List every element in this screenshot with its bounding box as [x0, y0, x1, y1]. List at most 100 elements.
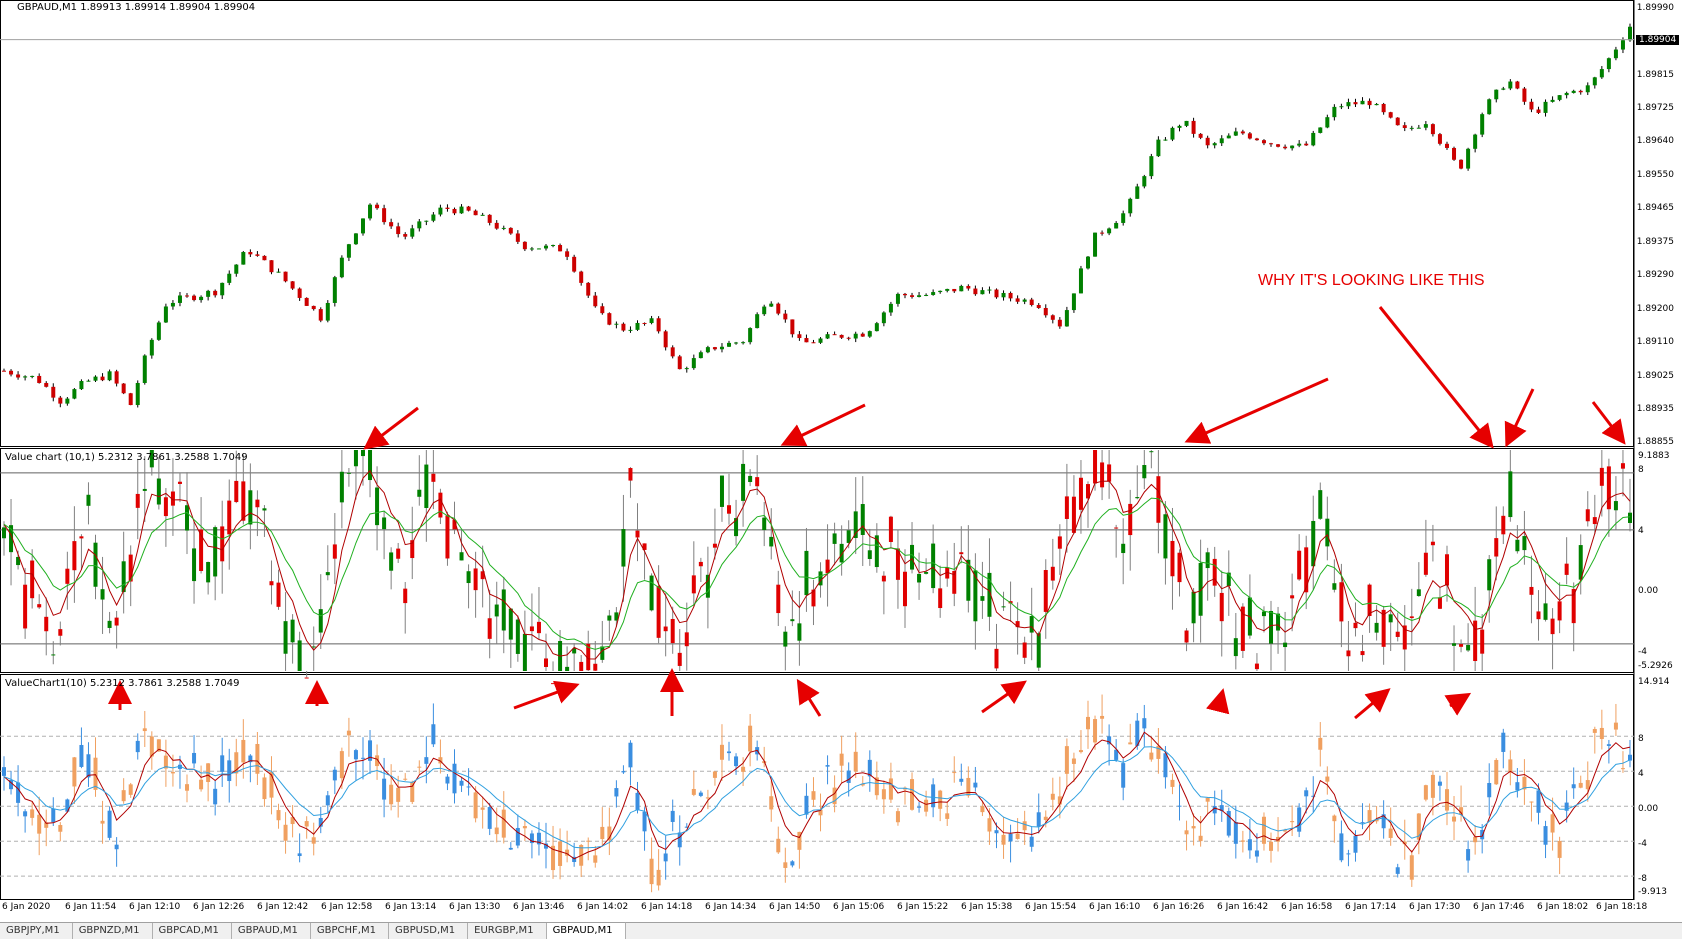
tab-gbpchf[interactable]: GBPCHF,M1 — [311, 923, 389, 939]
value-bar-body — [1353, 622, 1358, 629]
value-bar-body — [1599, 727, 1604, 740]
value-bar-body — [262, 508, 267, 511]
price-candle-body — [762, 306, 767, 315]
price-candle-body — [621, 323, 626, 331]
value-bar-body — [1142, 718, 1147, 729]
value-bar-body — [565, 666, 570, 671]
price-candle-body — [1473, 134, 1478, 149]
price-candle-body — [635, 322, 640, 330]
price-candle-body — [185, 295, 190, 297]
price-candle-body — [1613, 49, 1618, 59]
price-candle-body — [614, 323, 619, 325]
value-bar-body — [255, 499, 260, 508]
price-candle-body — [93, 376, 98, 381]
price-candle-body — [1269, 143, 1274, 145]
value-bar-body — [1149, 752, 1154, 760]
value-bar-body — [572, 648, 577, 654]
value-bar-body — [156, 739, 161, 752]
value-bar-body — [431, 724, 436, 745]
value-bar-body — [396, 787, 401, 802]
value-bar-body — [1529, 586, 1534, 595]
value-bar-body — [607, 615, 612, 621]
value-bar-body — [1529, 801, 1534, 803]
time-label: 6 Jan 14:50 — [769, 902, 821, 912]
value-bar-body — [1508, 759, 1513, 773]
price-candle-body — [1283, 146, 1288, 149]
value-bar-body — [1339, 833, 1344, 861]
price-candle-body — [325, 302, 330, 321]
value-bar-body — [177, 481, 182, 484]
main-chart-header: GBPAUD,M1 1.89913 1.89914 1.89904 1.8990… — [17, 2, 256, 13]
value-bar-body — [684, 826, 689, 828]
price-candle-body — [649, 318, 654, 324]
price-candle-body — [1543, 101, 1548, 113]
price-candle-body — [121, 383, 126, 394]
price-candle-body — [1430, 124, 1435, 135]
price-candle-body — [304, 297, 309, 306]
value-bar-body — [417, 489, 422, 497]
price-candle-body — [1311, 132, 1316, 146]
arrow-down-left-2 — [780, 403, 866, 447]
price-candle-body — [959, 285, 964, 292]
time-label: 6 Jan 16:58 — [1281, 902, 1333, 912]
value-bar-body — [888, 516, 893, 542]
value-bar-body — [973, 570, 978, 622]
value-bar-body — [276, 810, 281, 821]
value-bar-body — [459, 552, 464, 561]
value-bar-body — [924, 799, 929, 812]
value-bar-body — [1212, 558, 1217, 586]
value-bar-body — [966, 559, 971, 601]
value-bar-body — [1191, 826, 1196, 829]
price-candle-body — [839, 334, 844, 338]
price-candle-body — [642, 322, 647, 324]
price-candle-body — [1374, 103, 1379, 106]
value-bar-body — [1318, 490, 1323, 519]
value-bar-body — [508, 608, 513, 640]
price-candle-body — [227, 273, 232, 283]
value-bar-body — [1487, 783, 1492, 798]
value-bar-body — [1008, 833, 1013, 842]
value-bar-body — [1219, 592, 1224, 622]
v2-tick: 14.914 — [1638, 677, 1670, 687]
price-candle-body — [255, 254, 260, 256]
value-bar-body — [1283, 642, 1288, 648]
value-bar-body — [987, 572, 992, 617]
price-candle-body — [163, 306, 168, 323]
price-candle-body — [952, 288, 957, 292]
price-tick: 1.89465 — [1636, 203, 1674, 213]
arrow-up-right-2 — [981, 680, 1027, 714]
value-bar-body — [1022, 821, 1027, 831]
value-bar-body — [1346, 650, 1351, 657]
tab-gbpaud-active[interactable]: GBPAUD,M1 — [546, 922, 626, 939]
price-candle-body — [1346, 102, 1351, 107]
price-candle-body — [360, 218, 365, 234]
price-candle-body — [895, 293, 900, 304]
v2-tick: -8 — [1638, 874, 1647, 884]
value-bar-body — [705, 797, 710, 799]
tab-gbpnzd[interactable]: GBPNZD,M1 — [73, 923, 153, 939]
tab-eurgbp[interactable]: EURGBP,M1 — [468, 923, 547, 939]
price-candle-body — [867, 331, 872, 337]
price-candle-body — [332, 277, 337, 303]
time-label: 6 Jan 11:54 — [65, 902, 117, 912]
value-bar-body — [649, 858, 654, 885]
price-tick: 1.88935 — [1636, 404, 1674, 414]
value-bar-body — [1043, 570, 1048, 612]
value-bar-body — [684, 632, 689, 647]
tab-gbpusd[interactable]: GBPUSD,M1 — [389, 923, 469, 939]
price-candle-body — [283, 271, 288, 282]
value-bar-body — [1290, 821, 1295, 823]
price-candle-body — [1395, 117, 1400, 126]
price-candle-body — [1466, 148, 1471, 169]
value-bar-body — [649, 575, 654, 611]
tab-gbpjpy[interactable]: GBPJPY,M1 — [0, 923, 73, 939]
value-bar-body — [1332, 583, 1337, 590]
time-label: 6 Jan 16:26 — [1153, 902, 1205, 912]
tab-gbpaud[interactable]: GBPAUD,M1 — [232, 923, 311, 939]
price-candle-body — [508, 227, 513, 234]
value-bar-body — [114, 844, 119, 850]
price-candle-body — [748, 328, 753, 343]
tab-gbpcad[interactable]: GBPCAD,M1 — [153, 923, 232, 939]
value-bar-body — [248, 490, 253, 525]
